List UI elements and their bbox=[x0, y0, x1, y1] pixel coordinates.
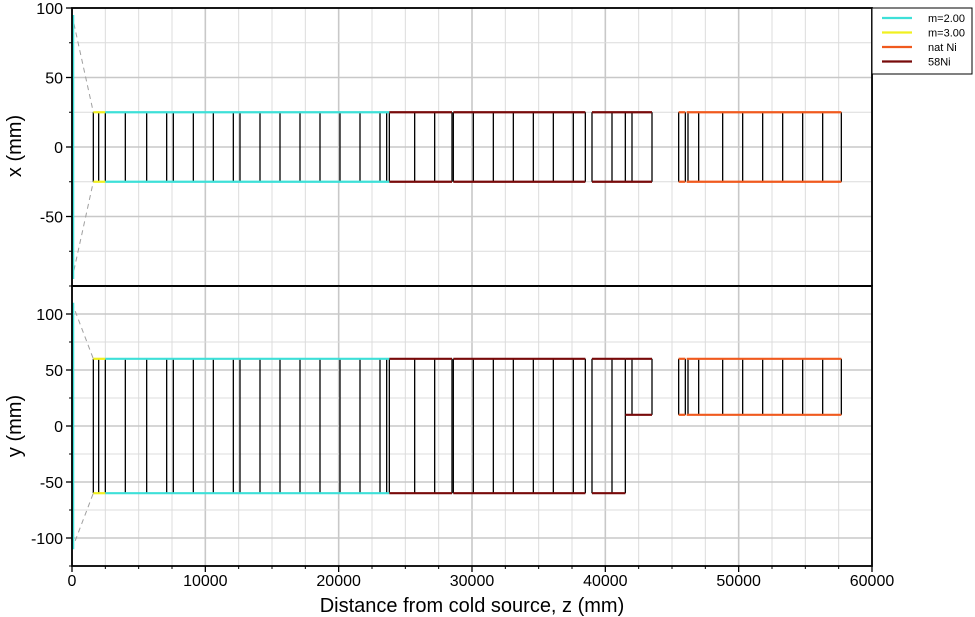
y-tick-label: -50 bbox=[40, 210, 63, 227]
y-tick-label: -50 bbox=[40, 475, 63, 492]
y-tick-label: 0 bbox=[54, 140, 63, 157]
y-tick-label: 100 bbox=[36, 1, 63, 18]
x-tick-label: 20000 bbox=[316, 573, 361, 590]
funnel-line-upper bbox=[71, 14, 94, 113]
x-tick-label: 40000 bbox=[583, 573, 628, 590]
legend-label: nat Ni bbox=[928, 42, 957, 54]
x-tick-label: 10000 bbox=[183, 573, 228, 590]
y-tick-label: 50 bbox=[45, 71, 63, 88]
y-tick-label: -100 bbox=[31, 531, 63, 548]
y-tick-label: 50 bbox=[45, 363, 63, 380]
x-tick-label: 30000 bbox=[450, 573, 495, 590]
x-tick-label: 50000 bbox=[716, 573, 761, 590]
funnel-line-lower bbox=[71, 493, 94, 550]
funnel-line-lower bbox=[71, 181, 94, 280]
x-axis-label: Distance from cold source, z (mm) bbox=[320, 595, 625, 617]
x-panel: 100 50 0 -50 bbox=[36, 1, 873, 287]
legend-label: m=2.00 bbox=[928, 13, 965, 25]
y-axis-label-bottom: y (mm) bbox=[4, 395, 26, 457]
funnel-line-upper bbox=[71, 302, 94, 359]
legend-box bbox=[871, 7, 973, 75]
y-tick-label: 100 bbox=[36, 307, 63, 324]
legend-label: 58Ni bbox=[928, 57, 951, 69]
y-axis-label-top: x (mm) bbox=[4, 115, 26, 177]
legend-label: m=3.00 bbox=[928, 28, 965, 40]
x-tick-label: 0 bbox=[68, 573, 77, 590]
z-axis: 0 10000 20000 30000 40000 50000 60000 bbox=[68, 566, 895, 590]
x-tick-label: 60000 bbox=[850, 573, 895, 590]
y-tick-label: 0 bbox=[54, 419, 63, 436]
legend: m=2.00 m=3.00 nat Ni 58Ni bbox=[871, 7, 973, 75]
